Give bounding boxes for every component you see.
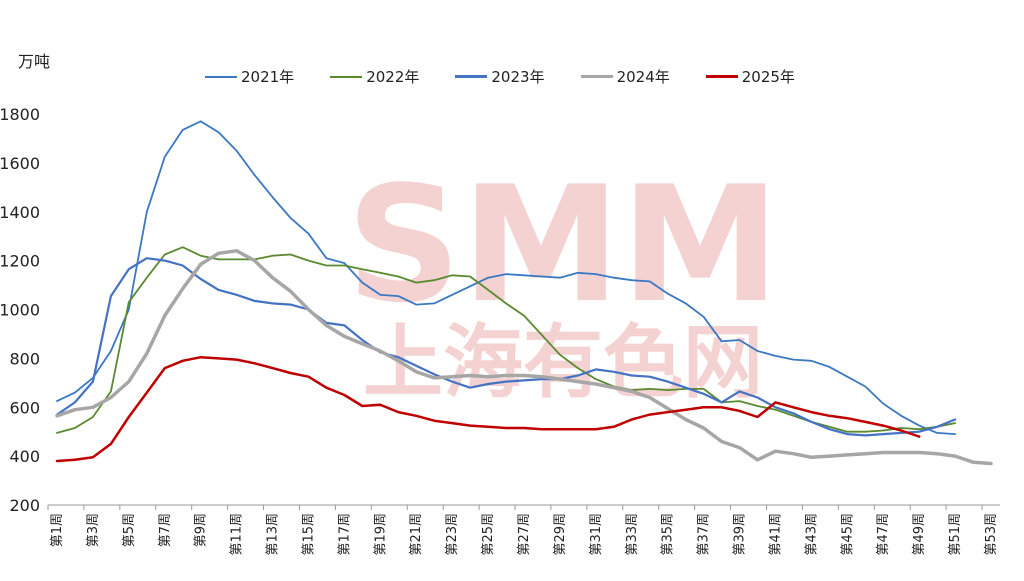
series-line-2024年 [55, 249, 993, 466]
series-line-2023年 [55, 257, 957, 437]
x-tick-label: 第47周 [876, 513, 891, 556]
y-tick-label: 200 [9, 496, 40, 515]
legend: 2021年 2022年 2023年 2024年 2025年 [205, 66, 795, 87]
x-tick-label: 第41周 [768, 513, 783, 556]
x-tick-label: 第21周 [409, 513, 424, 556]
x-tick-label: 第35周 [661, 513, 676, 556]
legend-item: 2025年 [705, 66, 795, 87]
x-tick-label: 第25周 [481, 513, 496, 556]
y-tick-label: 1200 [0, 252, 40, 271]
y-tick-label: 1400 [0, 203, 40, 222]
x-tick-label: 第19周 [373, 513, 388, 556]
x-tick-label: 第9周 [194, 513, 209, 547]
legend-label: 2021年 [241, 68, 295, 86]
watermark-logo: SMM [346, 151, 780, 338]
x-tick-label: 第1周 [50, 513, 65, 547]
x-tick-label: 第45周 [840, 513, 855, 556]
y-tick-label: 1600 [0, 154, 40, 173]
x-tick-label: 第7周 [158, 513, 173, 547]
x-tick-label: 第33周 [625, 513, 640, 556]
x-tick-label: 第31周 [589, 513, 604, 556]
x-tick-label: 第29周 [553, 513, 568, 556]
legend-item: 2024年 [580, 66, 670, 87]
x-tick-label: 第27周 [517, 513, 532, 556]
x-tick-label: 第17周 [337, 513, 352, 556]
x-tick-label: 第13周 [266, 513, 281, 556]
legend-swatch [455, 75, 488, 78]
x-tick-label: 第53周 [984, 513, 999, 556]
y-tick-label: 1800 [0, 105, 40, 124]
y-tick-label: 400 [9, 447, 40, 466]
legend-label: 2025年 [741, 68, 795, 86]
legend-item: 2021年 [205, 66, 294, 87]
x-tick-label: 第49周 [912, 513, 927, 556]
y-tick-label: 600 [9, 398, 40, 417]
y-tick-label: 1000 [0, 301, 40, 320]
series-line-2021年 [56, 120, 956, 436]
x-tick-label: 第11周 [230, 513, 245, 556]
legend-item: 2023年 [455, 66, 545, 87]
x-tick-label: 第23周 [445, 513, 460, 556]
x-tick-label: 第51周 [948, 513, 963, 556]
watermark-text: 上海有色网 [363, 316, 763, 409]
legend-label: 2024年 [616, 68, 670, 86]
y-tick-label: 800 [9, 349, 40, 368]
x-tick-label: 第15周 [301, 513, 316, 556]
x-tick-label: 第39周 [733, 513, 748, 556]
legend-swatch [705, 75, 738, 78]
y-axis-unit-label: 万吨 [18, 52, 51, 71]
x-tick-label: 第3周 [86, 513, 101, 547]
legend-swatch [205, 75, 237, 78]
x-tick-label: 第5周 [122, 513, 137, 547]
legend-swatch [580, 74, 613, 79]
legend-swatch [330, 75, 363, 78]
legend-label: 2022年 [366, 68, 420, 86]
legend-label: 2023年 [491, 68, 545, 86]
x-tick-label: 第37周 [697, 513, 712, 556]
legend-item: 2022年 [330, 66, 419, 87]
x-tick-label: 第43周 [804, 513, 819, 556]
series-line-2025年 [55, 355, 921, 463]
